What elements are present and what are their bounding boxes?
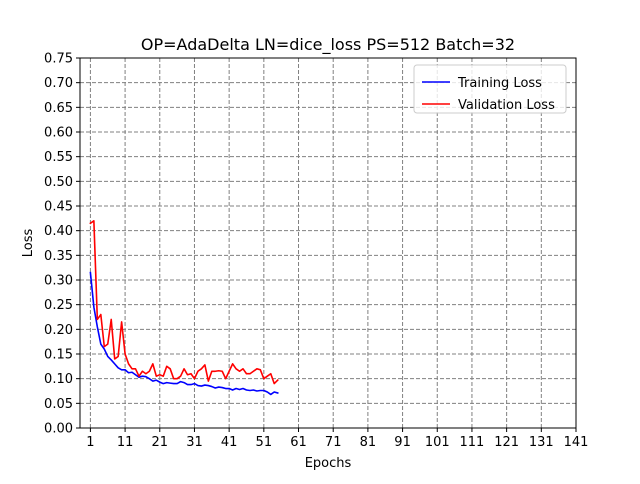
- x-tick-label: 81: [360, 435, 377, 450]
- y-tick-label: 0.35: [44, 249, 73, 264]
- x-tick-label: 11: [117, 435, 134, 450]
- y-tick-label: 0.75: [44, 52, 73, 67]
- series-line-training-loss: [89, 271, 279, 396]
- y-tick-label: 0.00: [44, 422, 73, 437]
- x-axis-label: Epochs: [305, 456, 352, 471]
- y-tick-label: 0.20: [44, 323, 73, 338]
- y-tick-label: 0.55: [44, 150, 73, 165]
- x-tick-label: 101: [425, 435, 450, 450]
- x-tick-label: 21: [152, 435, 169, 450]
- y-tick-label: 0.15: [44, 348, 73, 363]
- y-tick-label: 0.30: [44, 274, 73, 289]
- legend-box: [413, 64, 567, 114]
- chart-title: OP=AdaDelta LN=dice_loss PS=512 Batch=32: [141, 35, 515, 55]
- x-tick-label: 51: [256, 435, 273, 450]
- x-tick-label: 131: [529, 435, 554, 450]
- x-axis: 1 11 21 31 41 51 61 71 81 91 101 111 121 131 141: [86, 428, 588, 450]
- y-tick-label: 0.70: [44, 76, 73, 91]
- x-tick-label: 41: [221, 435, 238, 450]
- y-tick-label: 0.40: [44, 224, 73, 239]
- plot-frame: [79, 57, 577, 429]
- x-tick-label: 61: [290, 435, 307, 450]
- x-tick-label: 111: [460, 435, 485, 450]
- x-tick-label: 1: [86, 435, 94, 450]
- legend-label: Training Loss: [457, 76, 542, 91]
- y-axis-label: Loss: [21, 229, 36, 258]
- x-tick-label: 141: [564, 435, 589, 450]
- legend: Training Loss Validation Loss: [413, 64, 567, 114]
- y-tick-label: 0.45: [44, 200, 73, 215]
- y-tick-label: 0.05: [44, 397, 73, 412]
- series-lines: [89, 220, 279, 396]
- y-axis: 0.00 0.05 0.10 0.15 0.20 0.25 0.30 0.35 0.40 0.45…: [44, 52, 80, 437]
- y-tick-label: 0.10: [44, 372, 73, 387]
- x-tick-label: 91: [394, 435, 411, 450]
- y-tick-label: 0.60: [44, 126, 73, 141]
- y-tick-label: 0.25: [44, 298, 73, 313]
- legend-label: Validation Loss: [458, 98, 555, 113]
- y-tick-label: 0.50: [44, 175, 73, 190]
- x-tick-label: 121: [494, 435, 519, 450]
- y-tick-label: 0.65: [44, 101, 73, 116]
- series-line-validation-loss: [89, 220, 279, 385]
- x-tick-label: 31: [186, 435, 203, 450]
- x-tick-label: 71: [325, 435, 342, 450]
